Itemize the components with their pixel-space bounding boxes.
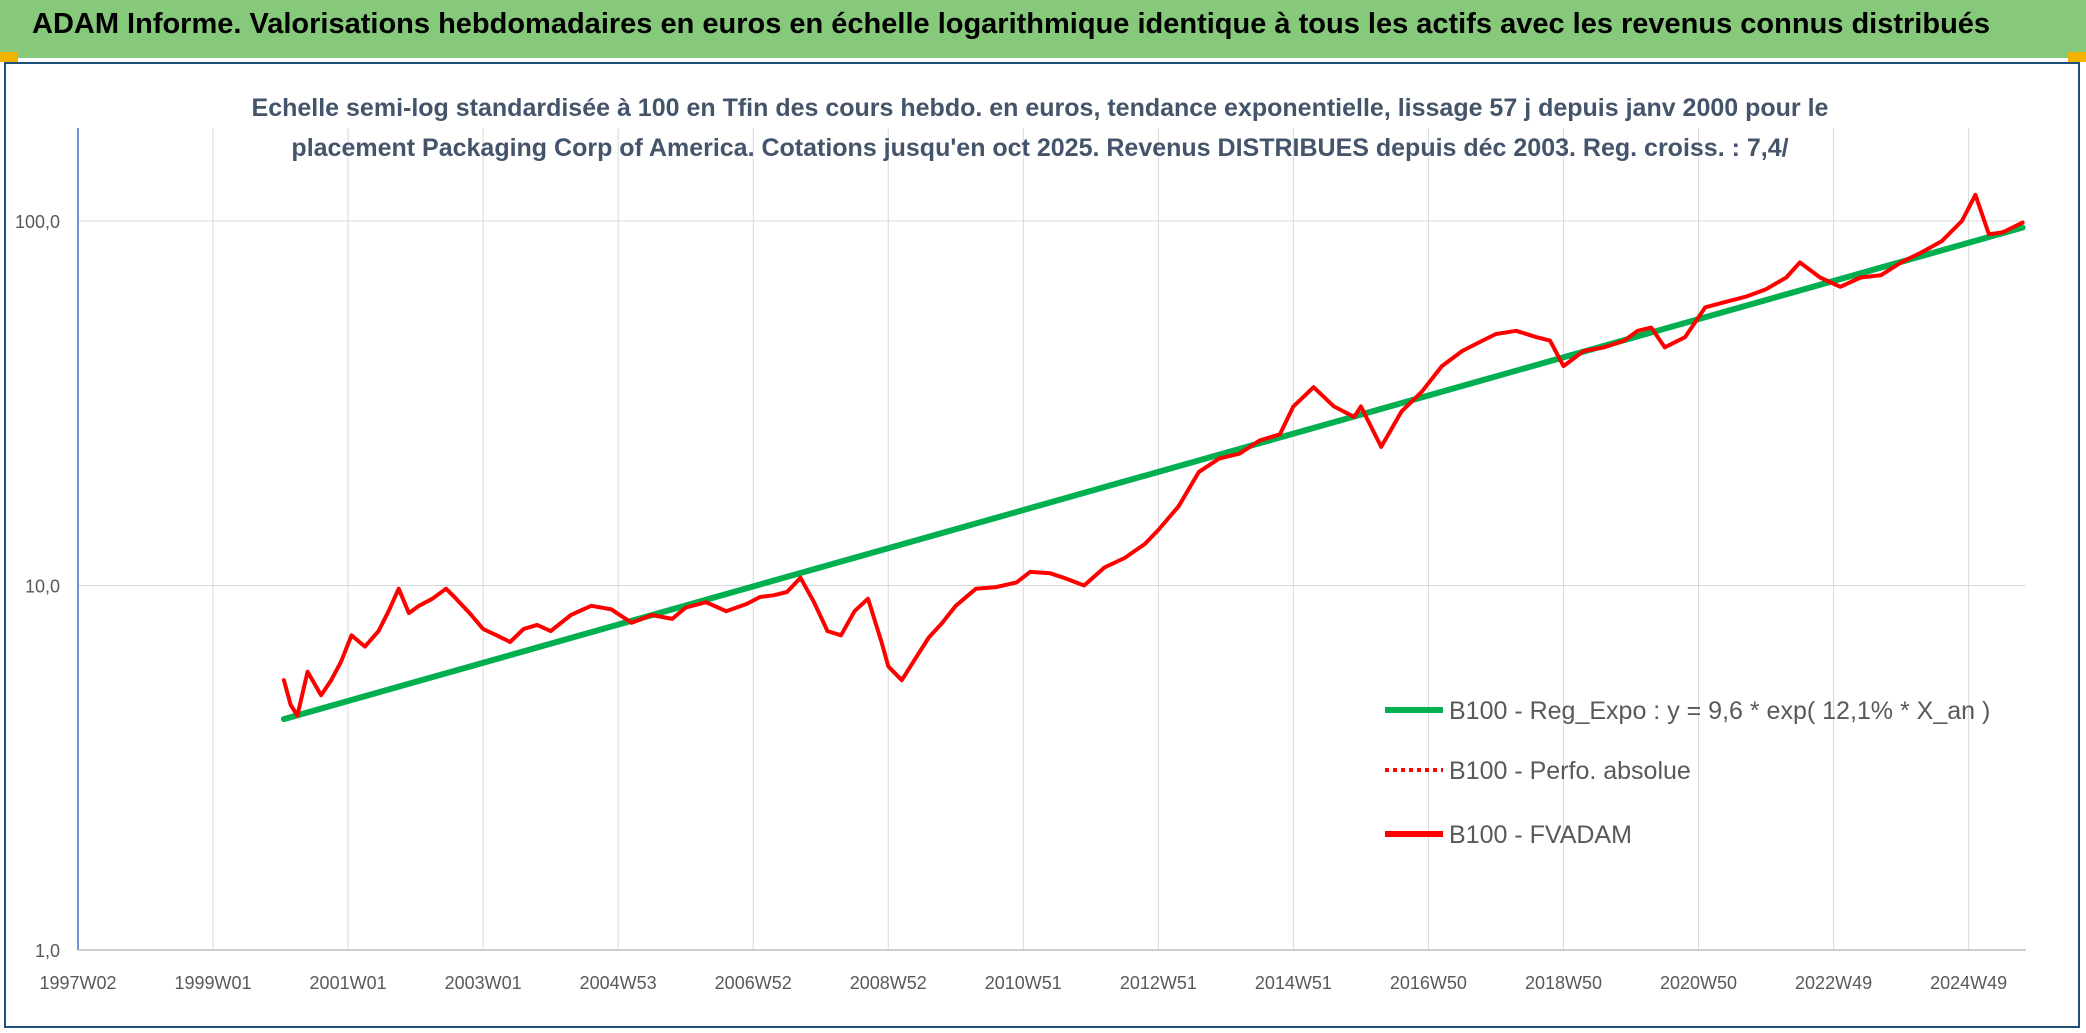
- y-tick-labels: 1,0 10,0 100,0: [15, 212, 60, 961]
- x-tick-label: 2001W01: [310, 973, 387, 993]
- x-tick-label: 2024W49: [1930, 973, 2007, 993]
- x-tick-label: 2014W51: [1255, 973, 1332, 993]
- x-tick-label: 1999W01: [175, 973, 252, 993]
- corner-mark-right: [2068, 52, 2086, 62]
- legend-label-perfo: B100 - Perfo. absolue: [1449, 757, 1691, 785]
- legend-label-regression: B100 - Reg_Expo : y = 9,6 * exp( 12,1% *…: [1449, 697, 1990, 725]
- x-tick-label: 1997W02: [39, 973, 116, 993]
- fvadam-line: [281, 192, 2025, 718]
- chart-frame: [4, 62, 2080, 1028]
- corner-mark-left: [0, 52, 18, 62]
- x-tick-label: 2020W50: [1660, 973, 1737, 993]
- chart-subtitle-line-1: Echelle semi-log standardisée à 100 en T…: [252, 94, 1829, 122]
- x-tick-label: 2022W49: [1795, 973, 1872, 993]
- x-tick-labels: 1997W02 1999W01 2001W01 2003W01 2004W53 2006W…: [39, 973, 2007, 993]
- regression-line: [280, 224, 2026, 723]
- report-banner: ADAM Informe. Valorisations hebdomadaire…: [0, 0, 2086, 58]
- x-tick-label: 2016W50: [1390, 973, 1467, 993]
- x-tick-label: 2006W52: [715, 973, 792, 993]
- x-tick-label: 2004W53: [580, 973, 657, 993]
- chart-subtitle-line-2: placement Packaging Corp of America. Cot…: [291, 134, 1788, 162]
- grid-lines: [77, 128, 2026, 951]
- y-tick-label: 100,0: [15, 212, 60, 232]
- legend: B100 - Reg_Expo : y = 9,6 * exp( 12,1% *…: [1385, 697, 1990, 849]
- y-tick-label: 10,0: [25, 577, 60, 597]
- report-title: ADAM Informe. Valorisations hebdomadaire…: [32, 8, 1991, 40]
- x-tick-label: 2008W52: [850, 973, 927, 993]
- x-tick-label: 2010W51: [985, 973, 1062, 993]
- legend-label-fvadam: B100 - FVADAM: [1449, 821, 1632, 849]
- y-tick-label: 1,0: [35, 941, 60, 961]
- series: [280, 192, 2026, 723]
- x-tick-label: 2003W01: [445, 973, 522, 993]
- x-tick-label: 2018W50: [1525, 973, 1602, 993]
- x-tick-label: 2012W51: [1120, 973, 1197, 993]
